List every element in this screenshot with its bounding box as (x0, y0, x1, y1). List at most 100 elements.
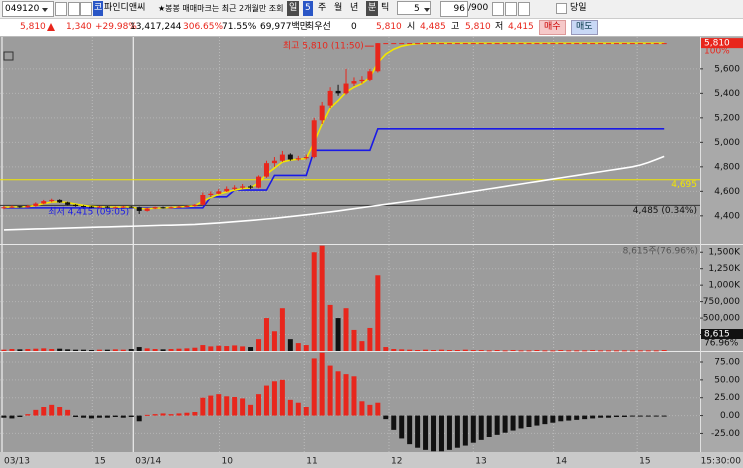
count-input[interactable]: 96 (440, 1, 468, 17)
candle-body (176, 206, 182, 208)
bar (200, 345, 206, 351)
period-tab[interactable]: 일 (287, 1, 300, 16)
candle-body (136, 207, 142, 211)
candle-body (494, 43, 500, 45)
period-tab[interactable]: 틱 (381, 3, 390, 13)
bar (25, 414, 31, 416)
current-price-box (701, 38, 743, 49)
bar (446, 350, 452, 352)
bar (160, 413, 166, 416)
candle-body (383, 43, 389, 45)
bar (653, 350, 659, 352)
turnover: 71.55% (222, 22, 257, 32)
candle-body (240, 186, 246, 188)
stock-name: 파인디앤씨 (104, 3, 146, 13)
bar (41, 348, 47, 351)
bar (542, 350, 548, 352)
bar (351, 376, 357, 416)
candle-body (327, 90, 333, 106)
bar (57, 407, 63, 416)
candle-body (582, 43, 588, 45)
candle-body (168, 207, 174, 209)
period-tab[interactable]: 분 (366, 1, 379, 16)
candle-body (351, 81, 357, 84)
candle-body (510, 43, 516, 45)
bar (104, 415, 110, 418)
bar (311, 252, 317, 351)
candle-body (407, 43, 413, 45)
period-tab[interactable]: 월 (334, 3, 343, 13)
bar (423, 415, 429, 450)
bar (470, 415, 476, 443)
bar (359, 401, 365, 416)
y-tick-label: 5,600 (714, 64, 740, 74)
bar (391, 415, 397, 430)
bar (494, 415, 500, 435)
volume-summary: 8,615주(76.96%) (623, 246, 698, 257)
bar (128, 415, 134, 417)
x-tick-label: 11 (306, 457, 317, 467)
bar (88, 350, 94, 352)
dropdown-icon (42, 8, 48, 12)
candle-body (462, 43, 468, 45)
bar (295, 402, 301, 416)
bar (423, 349, 429, 351)
x-tick-label: 15 (639, 457, 650, 467)
bar (375, 275, 381, 351)
volume: 13,417,244 (130, 22, 182, 32)
sell-button[interactable]: 매도 (571, 20, 598, 35)
y-tick-label: 5,000 (714, 138, 740, 148)
bar (303, 345, 309, 351)
period-tab[interactable]: 주 (318, 3, 327, 13)
zoom-button[interactable] (505, 2, 517, 16)
prev-button[interactable] (55, 2, 67, 16)
bar (550, 350, 556, 352)
bar (431, 415, 437, 452)
bar (454, 350, 460, 352)
bar (224, 396, 230, 416)
panel-icon[interactable] (3, 51, 14, 61)
candle-body (25, 206, 31, 208)
bar (629, 415, 635, 417)
candle-body (200, 195, 206, 205)
y-tick-label: 1,250K (708, 264, 741, 274)
candle-body (192, 204, 198, 207)
bar (510, 350, 516, 352)
bar (136, 415, 142, 422)
quote-bar: 5,810 1,340 +29.98% 13,417,244 306.65% 7… (0, 19, 743, 37)
bar (653, 415, 659, 417)
bar (550, 415, 556, 423)
period-tab[interactable]: 년 (350, 3, 359, 13)
search-button[interactable] (68, 2, 80, 16)
candle-body (375, 43, 381, 72)
bar (33, 409, 39, 416)
y-tick-label: 25.00 (714, 393, 740, 403)
bar (574, 415, 580, 420)
zoom-button[interactable] (518, 2, 530, 16)
interval-select[interactable]: 5 (397, 1, 431, 15)
bar (375, 402, 381, 416)
bar (184, 348, 190, 351)
bar (17, 349, 23, 351)
next-button[interactable] (80, 2, 92, 16)
candle-body (629, 43, 635, 45)
bar (279, 379, 285, 416)
candle-body (120, 206, 126, 208)
bar (343, 374, 349, 416)
candle-body (606, 43, 612, 45)
code-input[interactable]: 049120 (2, 1, 54, 17)
bar (120, 415, 126, 418)
bar (518, 415, 524, 429)
buy-button[interactable]: 매수 (539, 20, 566, 35)
x-end-label: 15:30:00 (701, 457, 742, 467)
bar (574, 350, 580, 352)
bar (263, 385, 269, 416)
period-tab[interactable]: 5 (303, 1, 313, 16)
today-checkbox[interactable] (556, 3, 567, 14)
candle-body (558, 43, 564, 45)
candle-body (232, 187, 238, 189)
zoom-button[interactable] (492, 2, 504, 16)
bar (478, 415, 484, 440)
low: 4,415 (508, 22, 534, 32)
